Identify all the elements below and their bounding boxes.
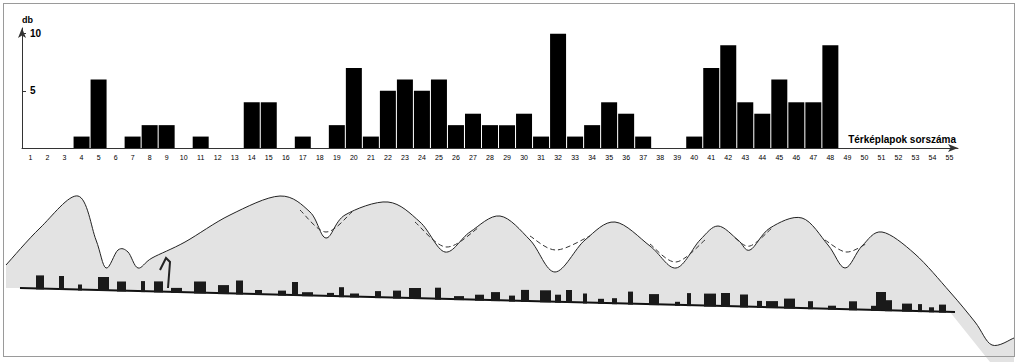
svg-text:27: 27 bbox=[469, 154, 477, 161]
svg-text:37: 37 bbox=[639, 154, 647, 161]
svg-text:54: 54 bbox=[929, 154, 937, 161]
svg-text:10: 10 bbox=[30, 28, 42, 39]
svg-text:12: 12 bbox=[214, 154, 222, 161]
svg-text:47: 47 bbox=[809, 154, 817, 161]
svg-text:2: 2 bbox=[46, 154, 50, 161]
svg-text:29: 29 bbox=[503, 154, 511, 161]
svg-text:36: 36 bbox=[622, 154, 630, 161]
svg-text:17: 17 bbox=[299, 154, 307, 161]
svg-text:30: 30 bbox=[520, 154, 528, 161]
svg-text:26: 26 bbox=[452, 154, 460, 161]
svg-text:3: 3 bbox=[63, 154, 67, 161]
svg-text:db: db bbox=[22, 15, 33, 25]
svg-text:20: 20 bbox=[350, 154, 358, 161]
svg-text:50: 50 bbox=[861, 154, 869, 161]
svg-text:31: 31 bbox=[537, 154, 545, 161]
svg-text:5: 5 bbox=[30, 85, 36, 96]
svg-text:25: 25 bbox=[435, 154, 443, 161]
svg-text:13: 13 bbox=[231, 154, 239, 161]
svg-text:15: 15 bbox=[265, 154, 273, 161]
svg-text:22: 22 bbox=[384, 154, 392, 161]
svg-text:10: 10 bbox=[180, 154, 188, 161]
svg-text:4: 4 bbox=[80, 154, 84, 161]
svg-text:7: 7 bbox=[131, 154, 135, 161]
svg-text:55: 55 bbox=[946, 154, 954, 161]
svg-text:33: 33 bbox=[571, 154, 579, 161]
svg-text:48: 48 bbox=[826, 154, 834, 161]
svg-text:46: 46 bbox=[792, 154, 800, 161]
svg-text:34: 34 bbox=[588, 154, 596, 161]
svg-text:19: 19 bbox=[333, 154, 341, 161]
svg-text:39: 39 bbox=[673, 154, 681, 161]
svg-text:24: 24 bbox=[418, 154, 426, 161]
svg-text:51: 51 bbox=[878, 154, 886, 161]
svg-text:21: 21 bbox=[367, 154, 375, 161]
svg-text:45: 45 bbox=[775, 154, 783, 161]
svg-text:43: 43 bbox=[741, 154, 749, 161]
svg-text:5: 5 bbox=[97, 154, 101, 161]
svg-text:23: 23 bbox=[401, 154, 409, 161]
svg-text:9: 9 bbox=[165, 154, 169, 161]
svg-text:28: 28 bbox=[486, 154, 494, 161]
svg-text:41: 41 bbox=[707, 154, 715, 161]
svg-text:40: 40 bbox=[690, 154, 698, 161]
svg-text:44: 44 bbox=[758, 154, 766, 161]
svg-text:35: 35 bbox=[605, 154, 613, 161]
svg-text:8: 8 bbox=[148, 154, 152, 161]
svg-text:49: 49 bbox=[843, 154, 851, 161]
svg-text:6: 6 bbox=[114, 154, 118, 161]
svg-text:32: 32 bbox=[554, 154, 562, 161]
svg-text:38: 38 bbox=[656, 154, 664, 161]
svg-text:16: 16 bbox=[282, 154, 290, 161]
svg-text:1: 1 bbox=[29, 154, 33, 161]
svg-text:Térképlapok sorszáma: Térképlapok sorszáma bbox=[848, 134, 956, 145]
svg-text:18: 18 bbox=[316, 154, 324, 161]
svg-text:53: 53 bbox=[912, 154, 920, 161]
svg-text:42: 42 bbox=[724, 154, 732, 161]
svg-text:52: 52 bbox=[895, 154, 903, 161]
svg-text:14: 14 bbox=[248, 154, 256, 161]
svg-text:11: 11 bbox=[197, 154, 204, 161]
